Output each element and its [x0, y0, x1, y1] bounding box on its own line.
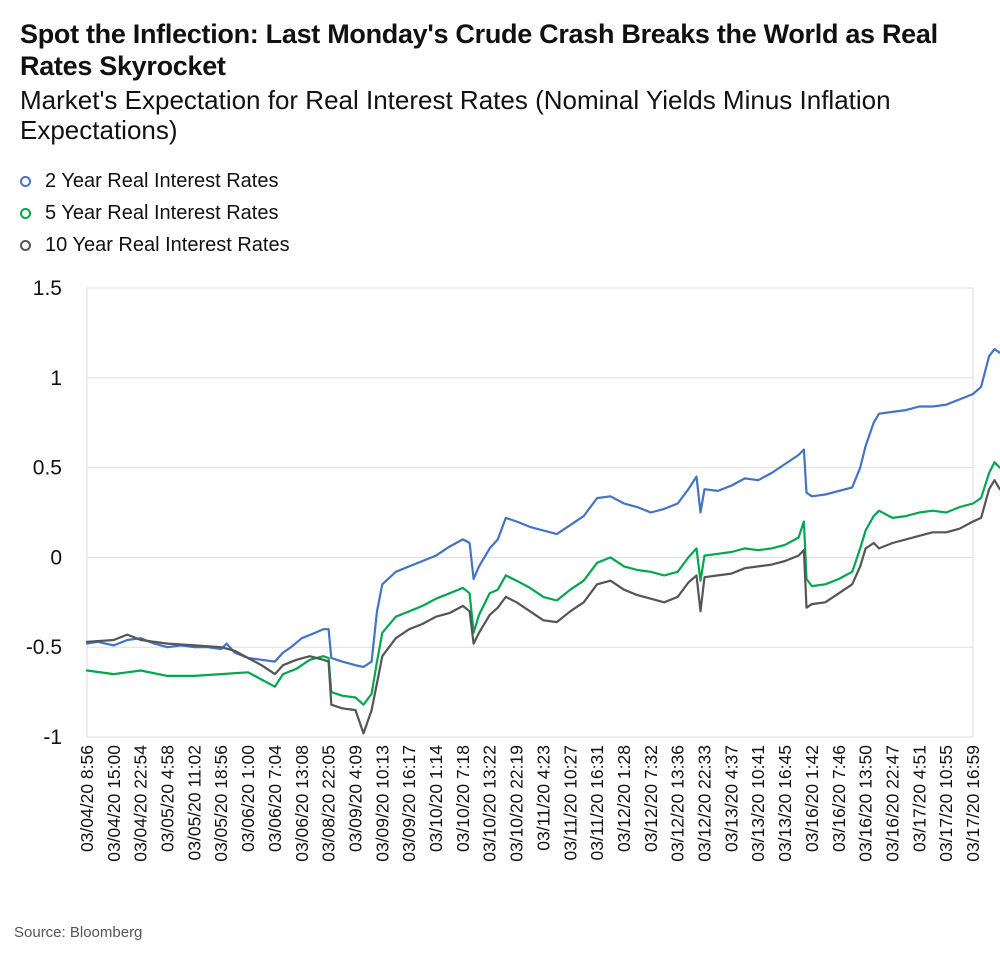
legend-item-10y: 10 Year Real Interest Rates [20, 229, 290, 261]
x-tick-label: 03/16/20 1:42 [802, 745, 822, 852]
x-tick-label: 03/04/20 15:00 [104, 745, 124, 862]
x-tick-label: 03/12/20 7:32 [641, 745, 661, 852]
x-tick-label: 03/10/20 1:14 [426, 745, 446, 852]
x-tick-label: 03/13/20 16:45 [775, 745, 795, 862]
series-line-1 [85, 461, 1000, 706]
x-tick-label: 03/08/20 22:05 [319, 745, 339, 862]
x-tick-label: 03/13/20 4:37 [721, 745, 741, 852]
x-tick-label: 03/16/20 7:46 [829, 745, 849, 852]
y-tick-label: 1.5 [33, 277, 62, 300]
x-tick-label: 03/04/20 22:54 [131, 745, 151, 862]
legend-item-5y: 5 Year Real Interest Rates [20, 197, 290, 229]
x-tick-label: 03/12/20 22:33 [695, 745, 715, 862]
x-tick-label: 03/06/20 13:08 [292, 745, 312, 862]
y-tick-label: -0.5 [26, 636, 62, 659]
x-tick-label: 03/17/20 4:51 [909, 745, 929, 852]
x-tick-label: 03/09/20 16:17 [399, 745, 419, 862]
chart-subtitle: Market's Expectation for Real Interest R… [20, 85, 891, 145]
x-tick-label: 03/09/20 4:09 [345, 745, 365, 852]
series-line-2 [85, 479, 1000, 735]
legend-marker-circle-icon [20, 175, 31, 187]
y-tick-label: -1 [43, 726, 62, 749]
legend-label: 5 Year Real Interest Rates [45, 201, 279, 224]
x-tick-label: 03/10/20 13:22 [480, 745, 500, 862]
x-tick-label: 03/11/20 4:23 [533, 745, 553, 851]
legend-item-2y: 2 Year Real Interest Rates [20, 165, 290, 197]
x-tick-label: 03/16/20 13:50 [856, 745, 876, 862]
x-tick-label: 03/04/20 8:56 [77, 745, 97, 852]
legend-marker-circle-icon [20, 239, 31, 251]
y-tick-label: 1 [50, 367, 62, 390]
x-tick-label: 03/13/20 10:41 [748, 745, 768, 862]
x-tick-label: 03/05/20 11:02 [184, 745, 204, 860]
y-tick-label: 0 [50, 546, 62, 569]
x-tick-label: 03/06/20 7:04 [265, 745, 285, 852]
chart-title: Spot the Inflection: Last Monday's Crude… [20, 19, 938, 81]
x-tick-label: 03/16/20 22:47 [882, 745, 902, 862]
x-tick-label: 03/17/20 16:59 [963, 745, 983, 862]
source-note: Source: Bloomberg [14, 924, 143, 941]
x-tick-label: 03/10/20 7:18 [453, 745, 473, 852]
series-line-0 [85, 348, 1000, 669]
legend-marker-circle-icon [20, 207, 31, 219]
x-tick-label: 03/05/20 18:56 [211, 745, 231, 862]
x-tick-label: 03/10/20 22:19 [507, 745, 527, 862]
legend-label: 10 Year Real Interest Rates [45, 233, 290, 256]
x-tick-label: 03/09/20 10:13 [372, 745, 392, 862]
x-tick-label: 03/12/20 13:36 [668, 745, 688, 862]
x-tick-label: 03/12/20 1:28 [614, 745, 634, 852]
x-tick-label: 03/11/20 10:27 [560, 745, 580, 860]
x-tick-label: 03/05/20 4:58 [158, 745, 178, 852]
y-tick-label: 0.5 [33, 457, 62, 480]
x-tick-label: 03/06/20 1:00 [238, 745, 258, 852]
legend-label: 2 Year Real Interest Rates [45, 169, 279, 192]
x-tick-label: 03/11/20 16:31 [587, 745, 607, 860]
legend: 2 Year Real Interest Rates 5 Year Real I… [20, 165, 290, 261]
x-tick-label: 03/17/20 10:55 [936, 745, 956, 862]
